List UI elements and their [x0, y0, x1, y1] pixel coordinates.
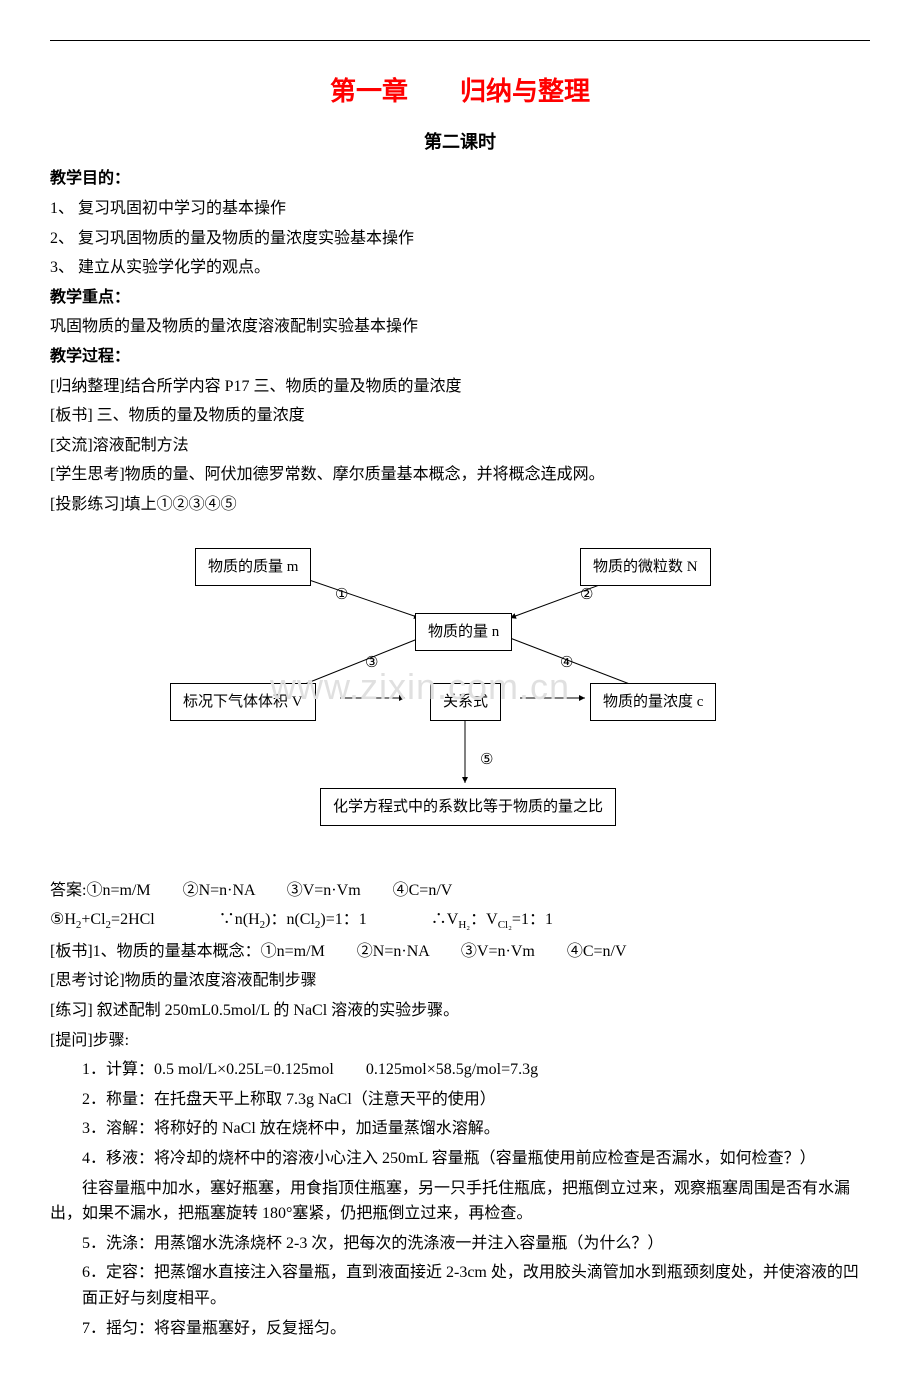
step-5: 5．洗涤：用蒸馏水洗涤烧杯 2-3 次，把每次的洗涤液一并注入容量瓶（为什么？） [82, 1231, 870, 1257]
step-1: 1．计算：0.5 mol/L×0.25L=0.125mol 0.125mol×5… [82, 1057, 870, 1083]
box-particles: 物质的微粒数 N [580, 548, 711, 586]
para-bottle: 往容量瓶中加水，塞好瓶塞，用食指顶住瓶塞，另一只手托住瓶底，把瓶倒立过来，观察瓶… [50, 1176, 870, 1227]
concept-diagram: www.zixin.com.cn 物质的质量 m 物质的微粒数 N 物质的量 n… [140, 538, 780, 858]
process-line-1: [归纳整理]结合所学内容 P17 三、物质的量及物质的量浓度 [50, 374, 870, 400]
goal-2: 2、 复习巩固物质的量及物质的量浓度实验基本操作 [50, 226, 870, 252]
page-title: 第一章 归纳与整理 [50, 71, 870, 113]
discuss-line: [思考讨论]物质的量浓度溶液配制步骤 [50, 968, 870, 994]
process-line-5: [投影练习]填上①②③④⑤ [50, 492, 870, 518]
answer-content-1: ①n=m/M ②N=n·NA ③V=n·Vm ④C=n/V [86, 882, 452, 899]
section-teaching-focus: 教学重点： [50, 285, 870, 311]
practice-line: [练习] 叙述配制 250mL0.5mol/L 的 NaCl 溶液的实验步骤。 [50, 998, 870, 1024]
step-4: 4．移液：将冷却的烧杯中的溶液小心注入 250mL 容量瓶（容量瓶使用前应检查是… [82, 1146, 870, 1172]
goal-1: 1、 复习巩固初中学习的基本操作 [50, 196, 870, 222]
answer-line-1: 答案:①n=m/M ②N=n·NA ③V=n·Vm ④C=n/V [50, 878, 870, 904]
section-teaching-process: 教学过程： [50, 344, 870, 370]
answer-label: 答案: [50, 882, 86, 899]
header-rule [50, 40, 870, 41]
page-subtitle: 第二课时 [50, 128, 870, 157]
step-3: 3．溶解：将称好的 NaCl 放在烧杯中，加适量蒸馏水溶解。 [82, 1116, 870, 1142]
goal-3: 3、 建立从实验学化学的观点。 [50, 255, 870, 281]
label-2: ② [580, 583, 593, 607]
label-1: ① [335, 583, 348, 607]
step-2: 2．称量：在托盘天平上称取 7.3g NaCl（注意天平的使用） [82, 1087, 870, 1113]
step-6: 6．定容：把蒸馏水直接注入容量瓶，直到液面接近 2-3cm 处，改用胶头滴管加水… [82, 1260, 870, 1311]
box-mass: 物质的质量 m [195, 548, 311, 586]
box-concentration: 物质的量浓度 c [590, 683, 716, 721]
label-4: ④ [560, 651, 573, 675]
box-relation: 关系式 [430, 683, 501, 721]
question-label: [提问]步骤: [50, 1028, 870, 1054]
label-3: ③ [365, 651, 378, 675]
process-line-3: [交流]溶液配制方法 [50, 433, 870, 459]
section-teaching-goal: 教学目的： [50, 166, 870, 192]
focus-text: 巩固物质的量及物质的量浓度溶液配制实验基本操作 [50, 314, 870, 340]
label-5: ⑤ [480, 748, 493, 772]
process-line-2: [板书] 三、物质的量及物质的量浓度 [50, 403, 870, 429]
board-line: [板书]1、物质的量基本概念：①n=m/M ②N=n·NA ③V=n·Vm ④C… [50, 939, 870, 965]
step-7: 7．摇匀：将容量瓶塞好，反复摇匀。 [82, 1316, 870, 1342]
box-equation: 化学方程式中的系数比等于物质的量之比 [320, 788, 616, 826]
answer-line-2: ⑤H2+Cl2=2HCl ∵n(H2)：n(Cl2)=1：1 ∴VH₂：VCl₂… [50, 907, 870, 935]
process-line-4: [学生思考]物质的量、阿伏加德罗常数、摩尔质量基本概念，并将概念连成网。 [50, 462, 870, 488]
box-amount: 物质的量 n [415, 613, 512, 651]
box-volume: 标况下气体体积 V [170, 683, 316, 721]
